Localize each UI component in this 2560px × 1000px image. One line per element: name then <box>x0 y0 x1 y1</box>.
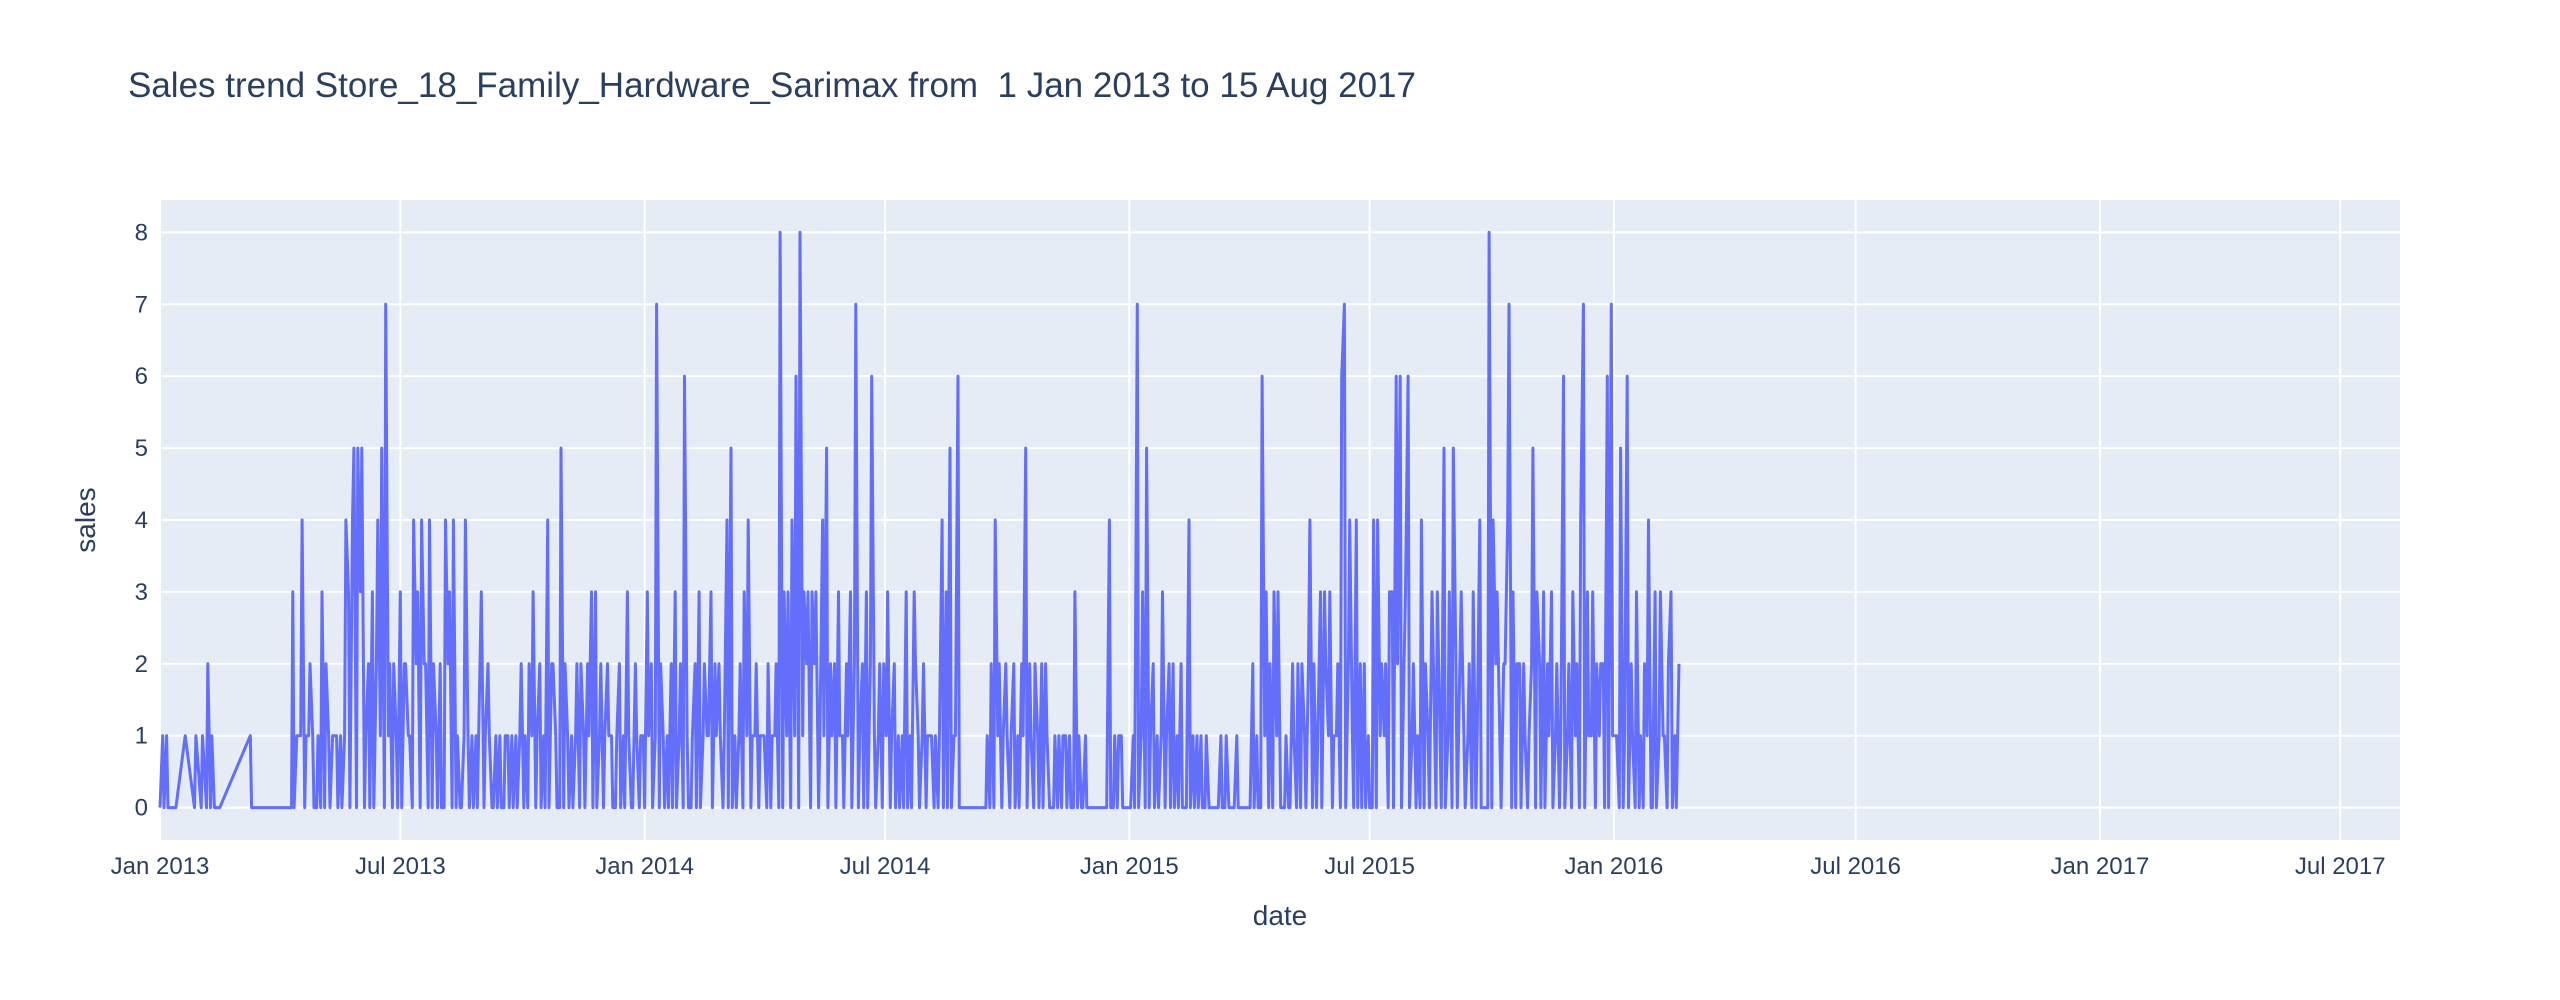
x-tick-label: Jul 2016 <box>1810 853 1901 880</box>
y-tick-label: 2 <box>135 651 148 678</box>
x-tick-label: Jul 2013 <box>355 853 446 880</box>
y-tick-label: 5 <box>135 435 148 462</box>
x-tick-label: Jan 2015 <box>1080 853 1179 880</box>
sales-series-line <box>158 230 1681 810</box>
x-tick-label: Jul 2017 <box>2295 853 2386 880</box>
y-tick-label: 6 <box>135 363 148 390</box>
y-tick-label: 4 <box>135 507 148 534</box>
y-tick-label: 8 <box>135 219 148 246</box>
y-tick-label: 3 <box>135 579 148 606</box>
y-tick-labels: 0 1 2 3 4 5 6 7 8 <box>135 219 148 821</box>
x-tick-label: Jan 2013 <box>111 853 210 880</box>
x-tick-label: Jan 2017 <box>2051 853 2150 880</box>
y-tick-label: 1 <box>135 723 148 750</box>
x-tick-label: Jul 2015 <box>1324 853 1415 880</box>
x-tick-label: Jul 2014 <box>840 853 931 880</box>
y-axis-title: sales <box>70 487 101 552</box>
x-tick-label: Jan 2014 <box>595 853 694 880</box>
y-tick-label: 7 <box>135 291 148 318</box>
x-axis-title: date <box>1253 900 1308 931</box>
x-tick-label: Jan 2016 <box>1565 853 1664 880</box>
y-tick-label: 0 <box>135 795 148 822</box>
x-tick-labels: Jan 2013 Jul 2013 Jan 2014 Jul 2014 Jan 2015… <box>111 853 2386 880</box>
chart-title: Sales trend Store_18_Family_Hardware_Sar… <box>128 66 1416 105</box>
